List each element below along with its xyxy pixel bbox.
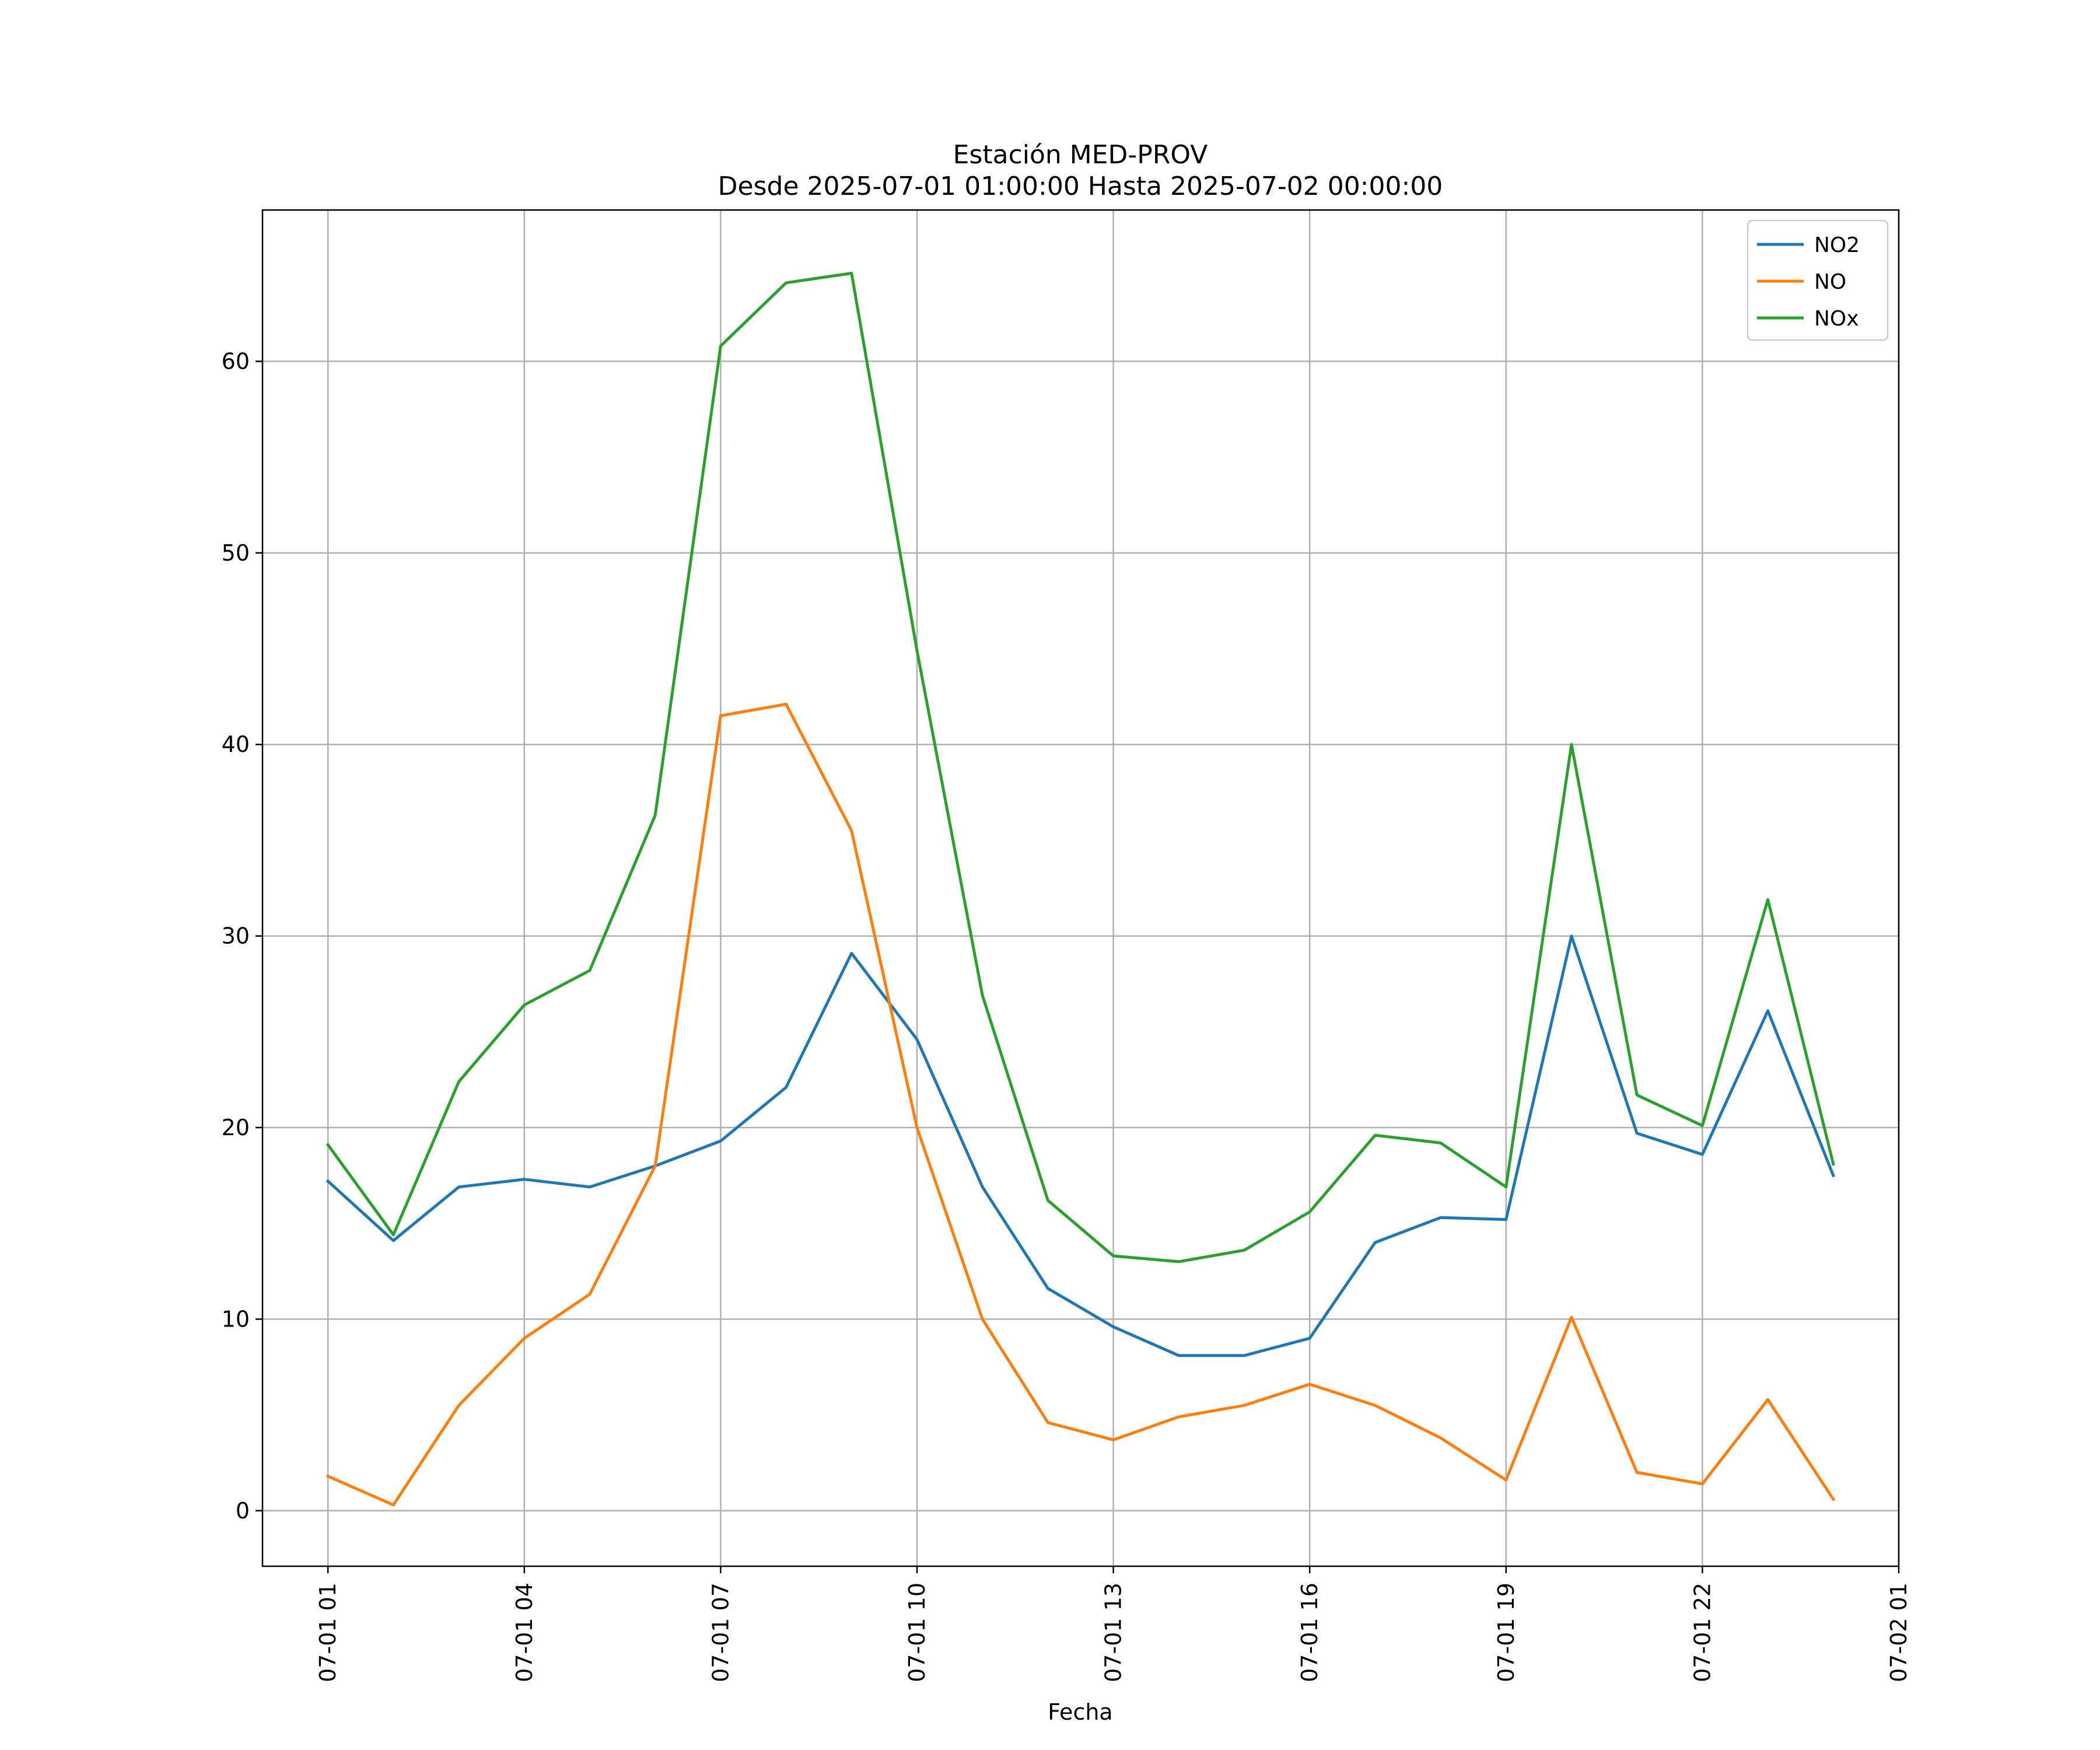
y-tick-label: 10 bbox=[222, 1306, 250, 1332]
y-tick-label: 30 bbox=[222, 923, 250, 949]
y-axis-ticks: 0 10 20 30 40 50 60 bbox=[222, 348, 262, 1524]
x-tick-label: 07-01 22 bbox=[1689, 1583, 1715, 1682]
axes-frame bbox=[261, 209, 1900, 1567]
y-tick-label: 0 bbox=[236, 1498, 250, 1524]
legend: NO2 NO NOx bbox=[1746, 219, 1889, 341]
y-tick-label: 60 bbox=[222, 348, 250, 374]
x-tick-label: 07-01 19 bbox=[1493, 1583, 1519, 1682]
series-line-nox bbox=[326, 271, 1835, 1264]
y-tick-label: 20 bbox=[222, 1115, 250, 1140]
legend-label-no: NO bbox=[1814, 270, 1846, 294]
x-axis-ticks: 07-01 01 07-01 04 07-01 07 07-01 10 07-01 13… bbox=[315, 1566, 1912, 1682]
series-line-no2 bbox=[326, 935, 1836, 1357]
chart-subtitle: Desde 2025-07-01 01:00:00 Hasta 2025-07-… bbox=[718, 172, 1443, 201]
series-line-no bbox=[326, 702, 1836, 1507]
series-lines bbox=[326, 271, 1836, 1507]
x-tick-label: 07-01 04 bbox=[512, 1583, 537, 1682]
legend-label-no2: NO2 bbox=[1814, 233, 1860, 257]
legend-label-nox: NOx bbox=[1814, 307, 1859, 331]
x-tick-label: 07-02 01 bbox=[1886, 1583, 1912, 1682]
x-tick-label: 07-01 10 bbox=[904, 1583, 930, 1682]
x-axis-label: Fecha bbox=[1048, 1699, 1112, 1725]
x-tick-label: 07-01 16 bbox=[1297, 1583, 1322, 1682]
chart-title: Estación MED-PROV bbox=[953, 140, 1208, 170]
y-tick-label: 40 bbox=[222, 732, 250, 757]
x-tick-label: 07-01 13 bbox=[1101, 1583, 1126, 1682]
x-tick-label: 07-01 01 bbox=[315, 1583, 341, 1682]
y-tick-label: 50 bbox=[222, 540, 250, 566]
x-tick-label: 07-01 07 bbox=[708, 1583, 733, 1682]
legend-frame bbox=[1746, 219, 1889, 341]
